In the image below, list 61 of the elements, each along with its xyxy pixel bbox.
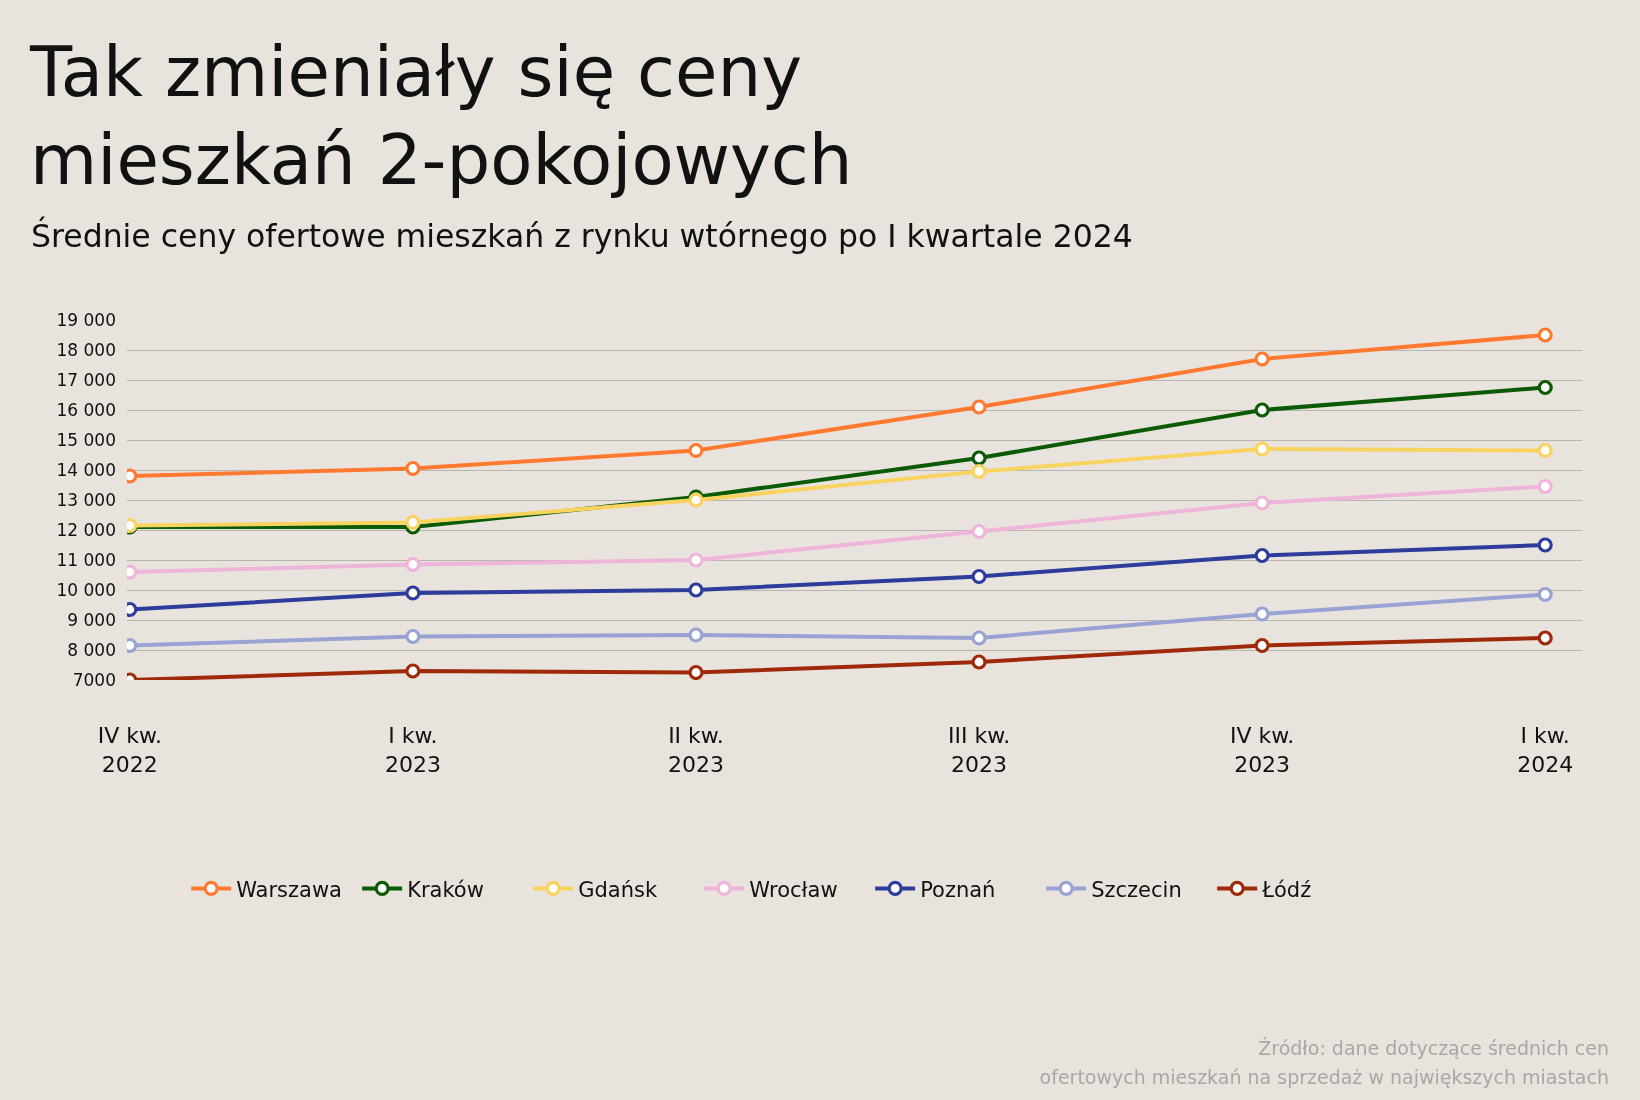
chart-title: Tak zmieniały się ceny mieszkań 2-pokojowych [30,31,853,202]
point [1537,537,1553,553]
point [971,523,987,540]
point [1254,495,1270,511]
point [1537,630,1553,646]
point [405,628,421,645]
point [971,630,987,646]
legend-label: Łódź [1261,877,1312,902]
point [405,585,421,601]
y-tick-label: 12 000 [56,519,116,540]
point [1254,351,1270,367]
point [405,460,421,477]
point [1254,637,1270,654]
point [971,463,987,480]
point [688,664,704,680]
y-tick-label: 7000 [72,669,116,690]
point [971,568,987,585]
y-tick-label: 15 000 [56,429,116,450]
legend-label: Poznań [920,877,996,902]
point [971,654,987,670]
point [1254,547,1270,564]
point [688,552,704,568]
chart-subtitle: Średnie ceny ofertowe mieszkań z rynku wtórnego po I kwartale 2024 [31,216,1133,256]
y-tick-label: 18 000 [56,339,116,360]
x-tick-label: IV kw. 2022 [97,723,162,777]
point [405,663,421,679]
point [1537,442,1553,459]
legend-label: Kraków [407,877,484,902]
point [1254,441,1270,457]
x-tick-label: I kw. 2023 [384,723,441,777]
point [971,450,987,466]
point [1254,606,1270,622]
point [1537,379,1553,396]
point [1537,478,1553,495]
y-tick-label: 14 000 [56,459,116,480]
point [405,556,421,573]
y-tick-label: 9 000 [67,609,116,630]
point [688,582,704,598]
text: Źródło: dane dotyczące średnich cen ofertowych mieszkań na sprzedaż w największych miastach [1039,1036,1609,1090]
y-tick-label: 17 000 [56,369,116,390]
x-tick-label: IV kw. 2023 [1230,723,1295,777]
y-tick-label: 10 000 [56,579,116,600]
y-tick-label: 19 000 [56,309,116,330]
y-tick-label: 11 000 [56,549,116,570]
point [971,399,987,415]
x-tick-label: II kw. 2023 [667,723,724,777]
point [405,514,421,531]
point [1254,402,1270,418]
legend-label: Warszawa [236,877,342,902]
point [1537,327,1553,343]
legend-label: Gdańsk [578,877,658,902]
x-tick-label: III kw. 2023 [947,723,1011,777]
y-tick-label: 16 000 [56,399,116,420]
y-tick-label: 8 000 [67,639,116,660]
legend-label: Szczecin [1091,877,1182,902]
y-tick-label: 13 000 [56,489,116,510]
point [688,442,704,459]
legend-label: Wrocław [749,877,838,902]
point [688,627,704,643]
point [1537,586,1553,603]
x-tick-label: I kw. 2024 [1517,723,1574,777]
